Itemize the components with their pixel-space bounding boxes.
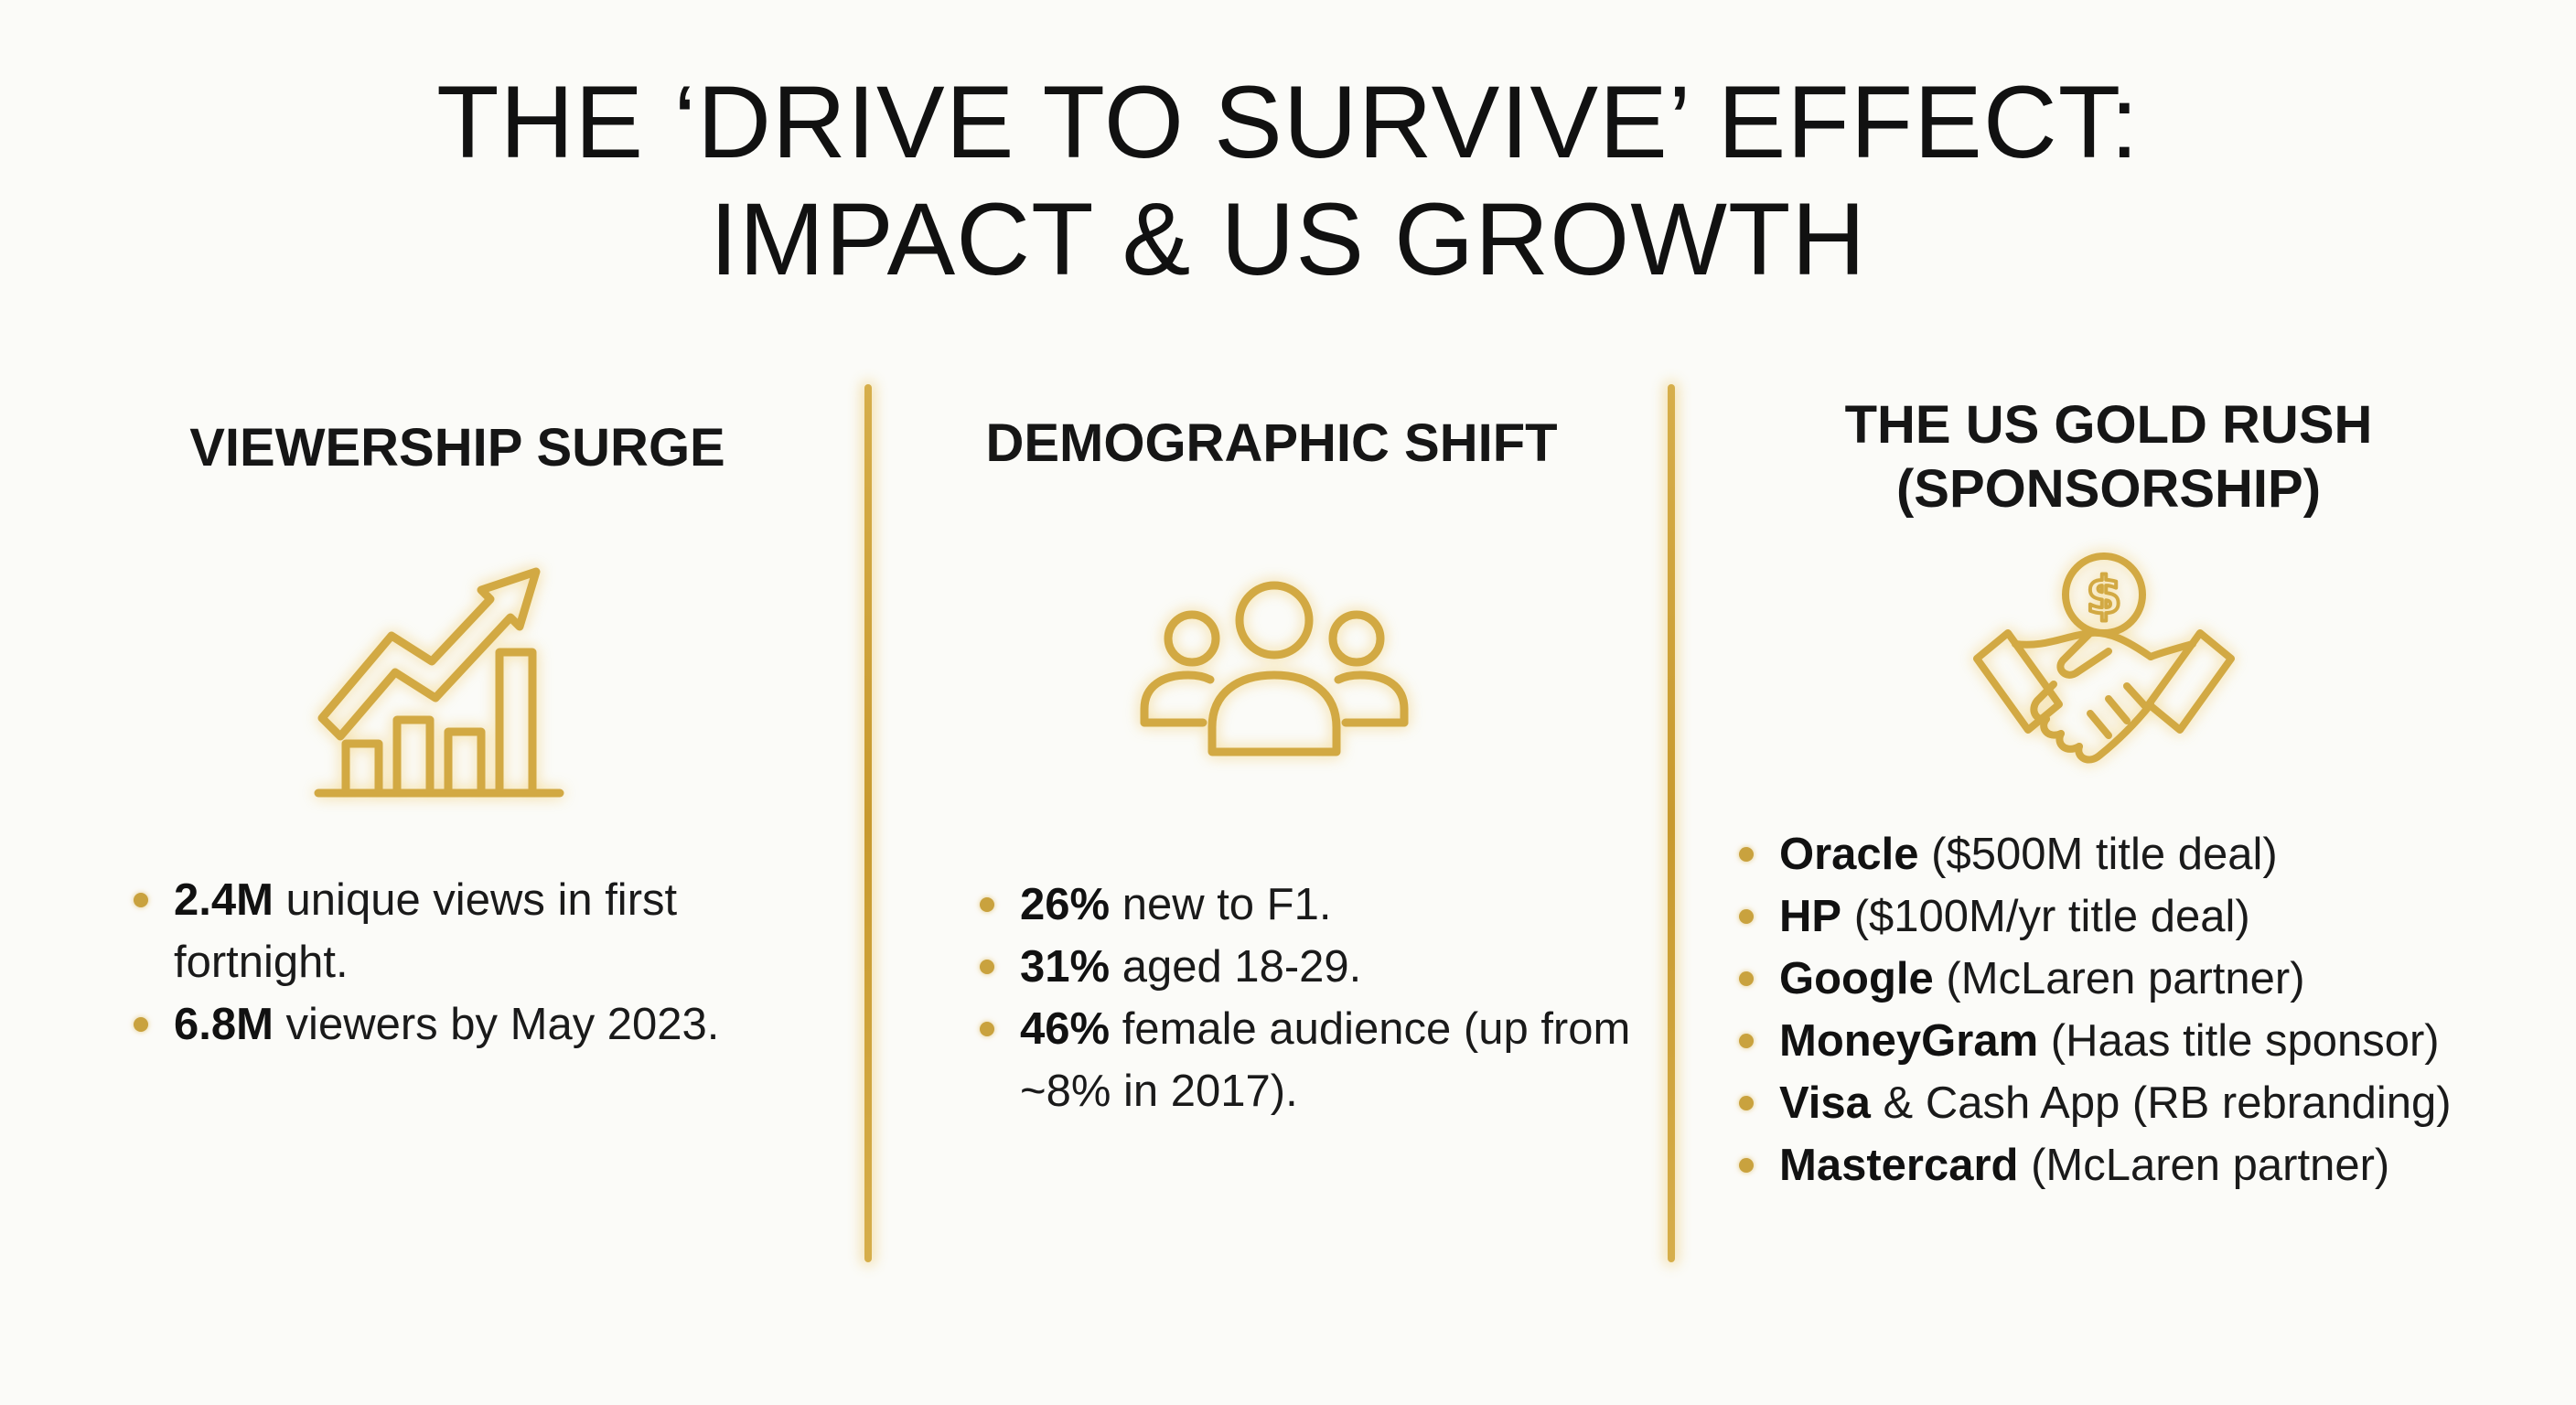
people-group-icon [1137, 576, 1411, 759]
column-divider-left [864, 384, 872, 1262]
svg-text:$: $ [2087, 566, 2122, 626]
demographic-column: DEMOGRAPHIC SHIFT 26% new to F1. 31% age… [878, 393, 1665, 1308]
list-item: Oracle ($500M title deal) [1733, 823, 2538, 885]
list-item: HP ($100M/yr title deal) [1733, 885, 2538, 948]
list-item: Visa & Cash App (RB rebranding) [1733, 1072, 2538, 1134]
list-item: 31% aged 18-29. [974, 936, 1651, 998]
sponsorship-column: THE US GOLD RUSH (SPONSORSHIP) $ Oracle … [1688, 393, 2529, 1308]
demographic-heading: DEMOGRAPHIC SHIFT [985, 413, 1558, 473]
sponsorship-heading-line-2: (SPONSORSHIP) [1895, 459, 2322, 519]
page-title: THE ‘DRIVE TO SURVIVE’ EFFECT: IMPACT & … [0, 64, 2576, 298]
handshake-dollar-coin-icon: $ [1971, 549, 2237, 796]
sponsorship-bullets: Oracle ($500M title deal) HP ($100M/yr t… [1733, 823, 2538, 1196]
list-item: 2.4M unique views in first fortnight. [128, 869, 842, 993]
list-item: Mastercard (McLaren partner) [1733, 1134, 2538, 1196]
list-item: 26% new to F1. [974, 874, 1651, 936]
demographic-bullets: 26% new to F1. 31% aged 18-29. 46% femal… [974, 874, 1651, 1122]
viewership-heading: VIEWERSHIP SURGE [189, 418, 725, 477]
list-item: 46% female audience (up from ~8% in 2017… [974, 998, 1651, 1122]
list-item: Google (McLaren partner) [1733, 948, 2538, 1010]
sponsorship-heading-line-1: THE US GOLD RUSH [1844, 395, 2373, 455]
title-line-1: THE ‘DRIVE TO SURVIVE’ EFFECT: [436, 65, 2140, 179]
viewership-bullets: 2.4M unique views in first fortnight. 6.… [128, 869, 842, 1056]
list-item: 6.8M viewers by May 2023. [128, 993, 842, 1056]
viewership-column: VIEWERSHIP SURGE 2.4M unique views in fi… [55, 393, 860, 1308]
bar-chart-growth-arrow-icon [311, 544, 576, 800]
column-divider-right [1668, 384, 1675, 1262]
list-item: MoneyGram (Haas title sponsor) [1733, 1010, 2538, 1072]
title-line-2: IMPACT & US GROWTH [709, 182, 1867, 296]
sponsorship-heading: THE US GOLD RUSH (SPONSORSHIP) [1688, 393, 2529, 521]
